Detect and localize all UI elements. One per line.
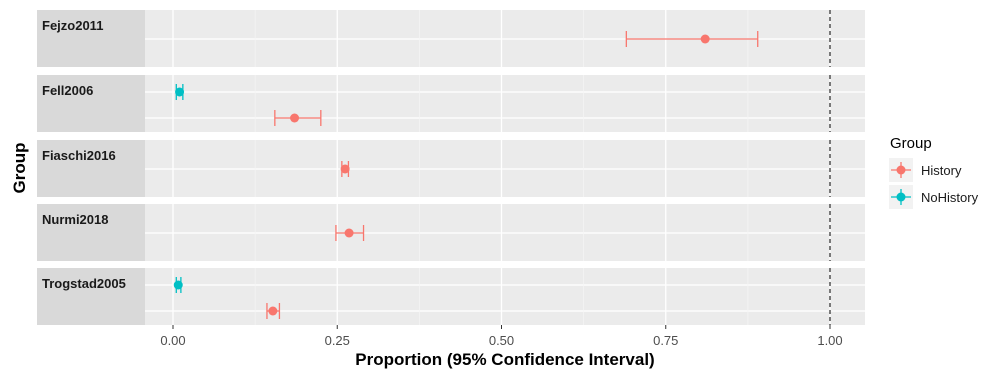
facet-strip	[37, 75, 145, 132]
data-point-history	[625, 31, 759, 47]
data-point-nohistory	[173, 277, 183, 293]
panel-background	[145, 75, 865, 132]
y-axis-title: Group	[10, 143, 29, 194]
point-estimate	[290, 113, 300, 123]
data-point-nohistory	[175, 84, 185, 100]
point-estimate	[344, 228, 354, 238]
x-tick-label: 1.00	[817, 333, 842, 348]
legend-label: History	[921, 163, 962, 178]
point-estimate	[700, 34, 710, 44]
x-axis: 0.00 0.25 0.50 0.75 1.00	[160, 325, 843, 348]
facet-label: Fejzo2011	[42, 18, 103, 33]
data-point-history	[335, 225, 365, 241]
facet-fiaschi2016: Fiaschi2016	[37, 140, 865, 197]
panel-background	[145, 268, 865, 325]
data-point-history	[340, 161, 350, 177]
facet-nurmi2018: Nurmi2018	[37, 204, 865, 261]
facet-label: Nurmi2018	[42, 212, 108, 227]
point-estimate	[175, 87, 185, 97]
legend-point	[896, 165, 906, 175]
facet-strip	[37, 140, 145, 197]
facet-strip	[37, 268, 145, 325]
facet-strip	[37, 10, 145, 67]
facet-label: Fiaschi2016	[42, 148, 116, 163]
facet-label: Trogstad2005	[42, 276, 126, 291]
legend-entry-nohistory: NoHistory	[889, 185, 979, 209]
legend-label: NoHistory	[921, 190, 979, 205]
legend-title: Group	[890, 135, 932, 152]
facet-label: Fell2006	[42, 83, 93, 98]
legend-entry-history: History	[889, 158, 962, 182]
point-estimate	[173, 280, 183, 290]
facet-strip	[37, 204, 145, 261]
data-point-history	[274, 110, 322, 126]
x-tick-label: 0.75	[653, 333, 678, 348]
facet-panels: Fejzo2011 Fell2006 Fiaschi2016 Nurmi2018 Tro…	[37, 10, 865, 325]
point-estimate	[340, 164, 350, 174]
x-tick-label: 0.25	[325, 333, 350, 348]
facet-trogstad2005: Trogstad2005	[37, 268, 865, 325]
legend: Group History NoHistory	[889, 135, 979, 209]
facet-fejzo2011: Fejzo2011	[37, 10, 865, 67]
x-tick-label: 0.50	[489, 333, 514, 348]
data-point-history	[266, 303, 281, 319]
point-estimate	[268, 306, 278, 316]
x-axis-title: Proportion (95% Confidence Interval)	[355, 350, 654, 369]
x-tick-label: 0.00	[160, 333, 185, 348]
facet-fell2006: Fell2006	[37, 75, 865, 132]
legend-point	[896, 192, 906, 202]
